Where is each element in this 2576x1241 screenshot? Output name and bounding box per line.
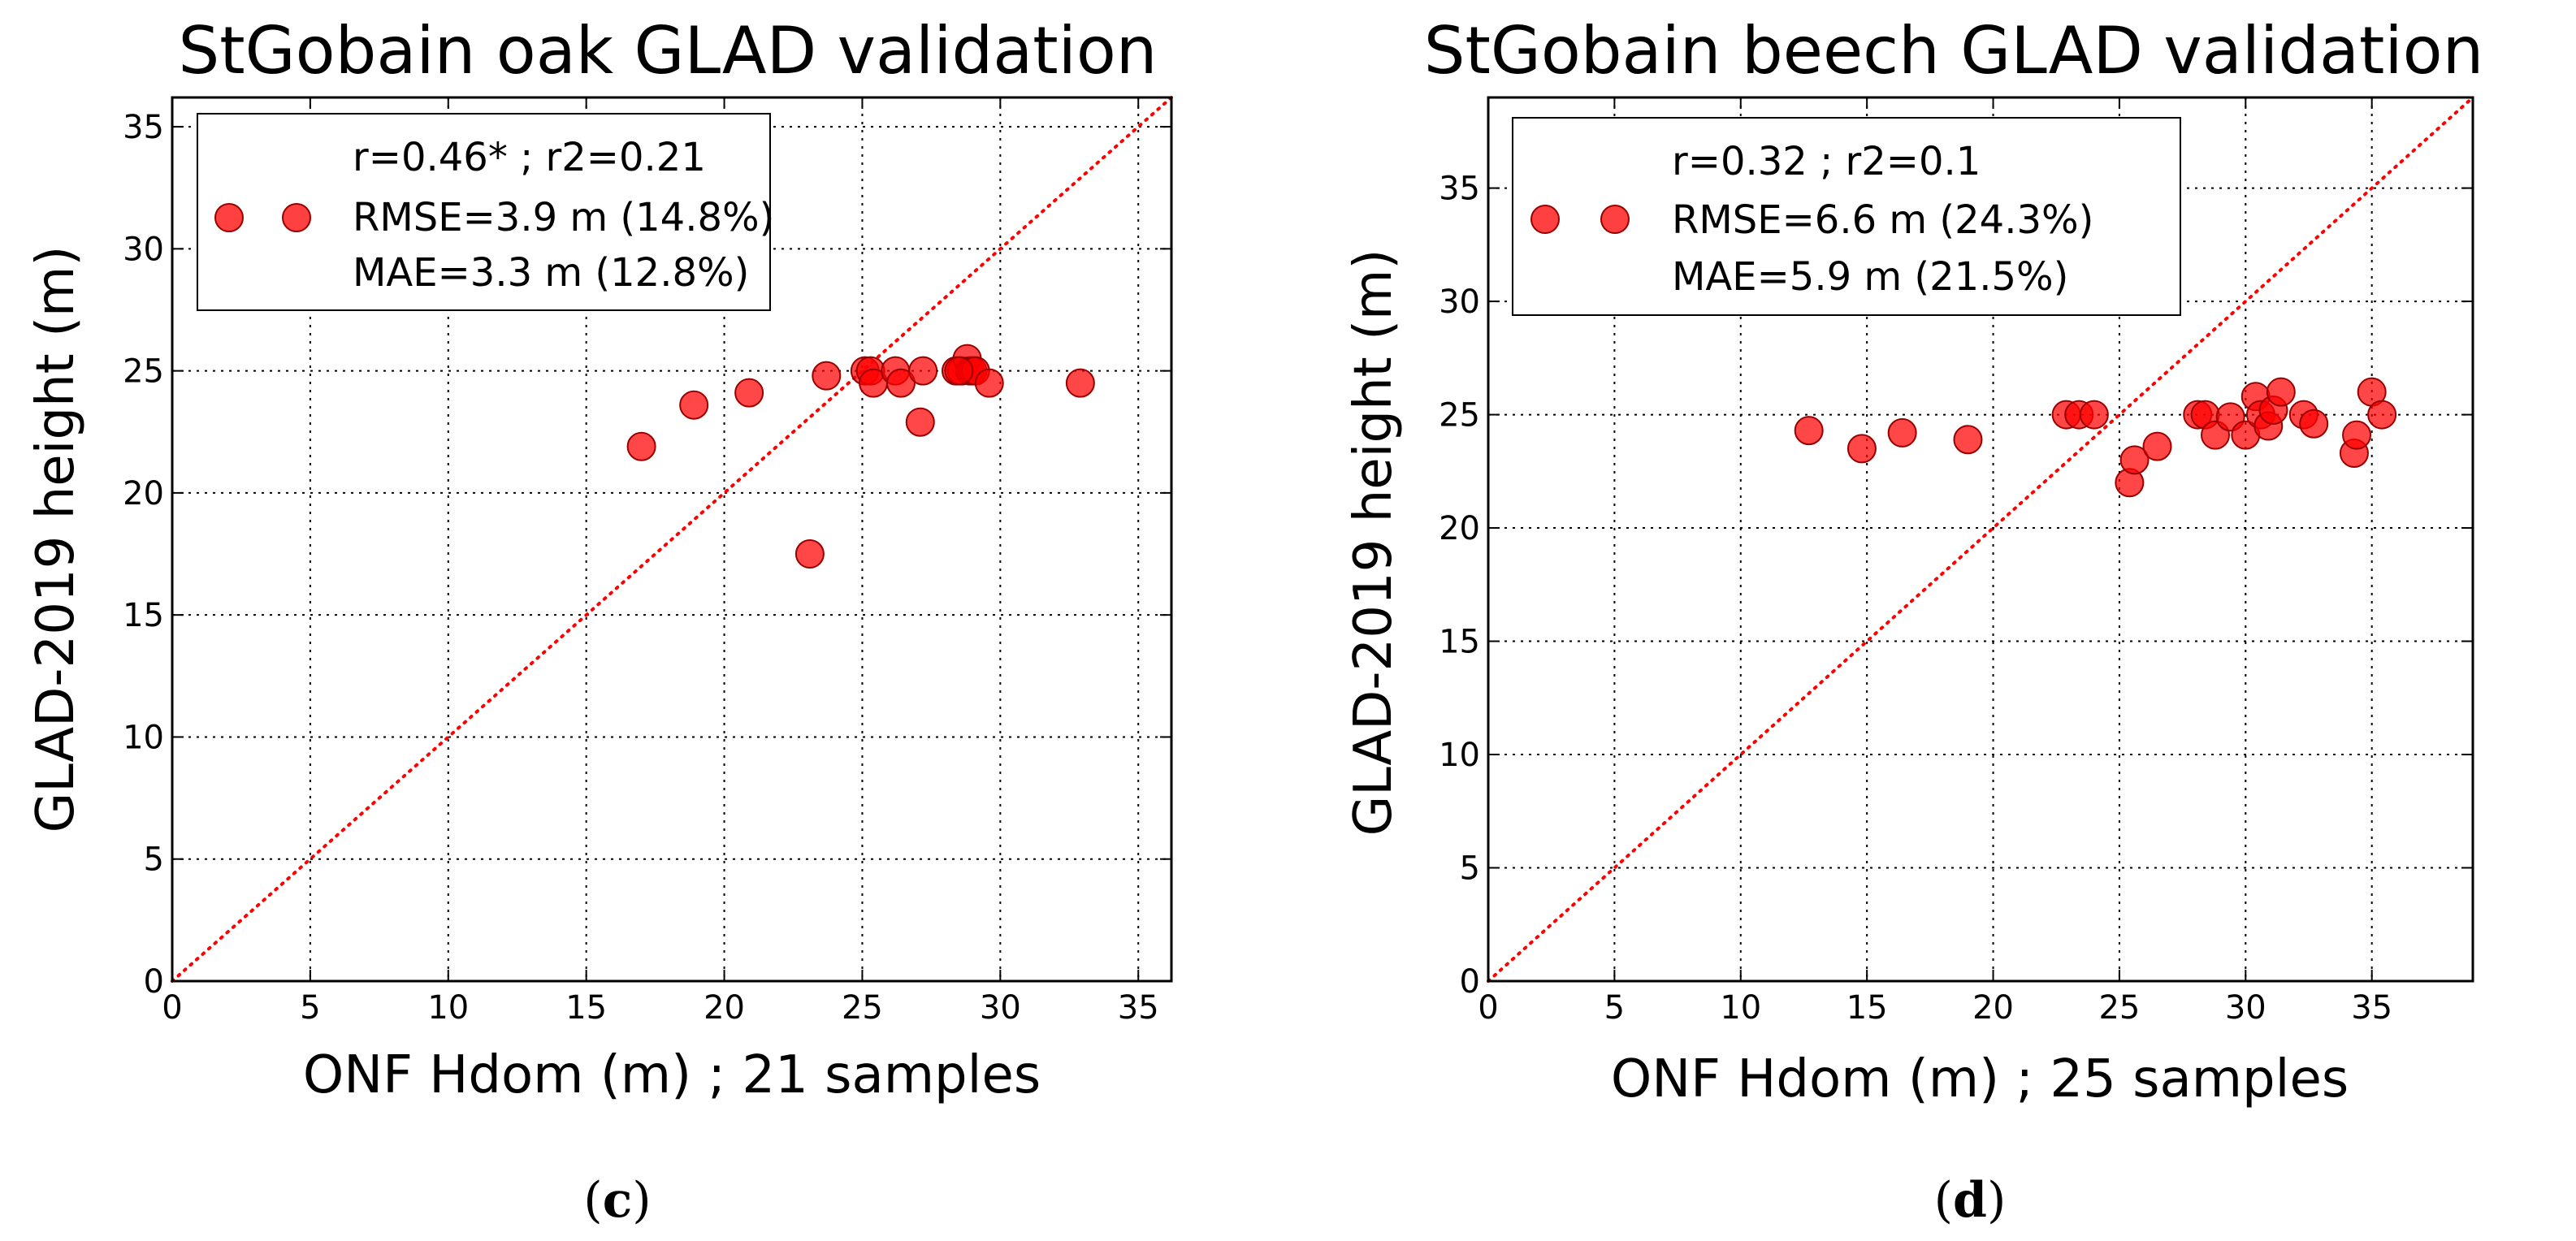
y-tick-label: 0 xyxy=(144,963,164,1001)
y-tick-label: 15 xyxy=(123,597,164,634)
data-point xyxy=(2079,400,2109,430)
x-tick-label: 0 xyxy=(1478,989,1498,1027)
y-tick-label: 5 xyxy=(144,841,164,879)
data-point xyxy=(908,356,938,386)
y-tick-label: 10 xyxy=(123,719,164,756)
data-points xyxy=(626,344,1095,569)
data-point xyxy=(1846,434,1877,464)
y-tick-label: 15 xyxy=(1439,624,1480,661)
data-point xyxy=(2299,409,2329,439)
data-point xyxy=(2342,420,2372,450)
legend-marker xyxy=(1530,205,1560,234)
data-point xyxy=(1887,417,1917,448)
y-tick-label: 10 xyxy=(1439,737,1480,774)
x-axis-label: ONF Hdom (m) ; 25 samples xyxy=(1611,1049,2349,1109)
panel-label: (c) xyxy=(583,1172,651,1229)
y-tick-label: 0 xyxy=(1460,963,1480,1001)
y-tick-label: 5 xyxy=(1460,850,1480,888)
legend-line-mae: MAE=3.3 m (12.8%) xyxy=(353,250,749,296)
y-tick-label: 30 xyxy=(123,231,164,268)
one-to-one-line xyxy=(1487,96,2474,983)
legend-line-mae: MAE=5.9 m (21.5%) xyxy=(1672,254,2068,300)
x-tick-label: 35 xyxy=(2351,989,2392,1027)
legend: r=0.32 ; r2=0.1 RMSE=6.6 m (24.3%) MAE=5… xyxy=(1512,117,2181,316)
chart-title: StGobain beech GLAD validation xyxy=(1424,13,2484,89)
x-tick-label: 35 xyxy=(1118,989,1159,1027)
y-tick-label: 20 xyxy=(123,475,164,512)
legend-line-correlation: r=0.46* ; r2=0.21 xyxy=(353,135,706,180)
y-axis-ticks: 0 5 10 15 20 25 30 35 xyxy=(1439,171,2473,1001)
x-tick-label: 25 xyxy=(842,989,883,1027)
y-axis-label: GLAD-2019 height (m) xyxy=(26,246,86,833)
data-point xyxy=(679,390,709,420)
x-tick-label: 0 xyxy=(162,989,182,1027)
y-tick-label: 35 xyxy=(1439,171,1480,208)
data-point xyxy=(626,431,656,461)
one-to-one-line xyxy=(171,96,1173,983)
x-tick-label: 20 xyxy=(704,989,745,1027)
x-tick-label: 30 xyxy=(980,989,1021,1027)
x-tick-label: 30 xyxy=(2225,989,2266,1027)
data-point xyxy=(974,368,1004,398)
x-tick-label: 15 xyxy=(565,989,607,1027)
legend: r=0.46* ; r2=0.21 RMSE=3.9 m (14.8%) MAE… xyxy=(197,113,774,311)
chart-panel-d: StGobain beech GLAD validation 0 5 10 15 20 2… xyxy=(1344,13,2483,1229)
data-point xyxy=(905,407,935,437)
data-point xyxy=(734,378,764,408)
y-tick-label: 35 xyxy=(123,109,164,146)
legend-marker xyxy=(1600,205,1630,234)
chart-panel-c: StGobain oak GLAD validation 0 5 10 15 20 25 3… xyxy=(26,13,1173,1229)
data-point xyxy=(2119,445,2150,475)
x-tick-label: 25 xyxy=(2098,989,2140,1027)
y-axis-ticks: 0 5 10 15 20 25 30 35 xyxy=(123,109,1171,1001)
data-point xyxy=(2142,431,2172,461)
x-tick-label: 10 xyxy=(1720,989,1761,1027)
x-tick-label: 10 xyxy=(427,989,469,1027)
x-axis-ticks: 0 5 10 15 20 25 30 35 xyxy=(1478,97,2392,1027)
legend-line-correlation: r=0.32 ; r2=0.1 xyxy=(1672,139,1981,184)
legend-marker xyxy=(282,203,311,232)
data-point xyxy=(1953,425,1983,455)
x-tick-label: 20 xyxy=(1972,989,2014,1027)
data-point xyxy=(1794,416,1824,446)
data-point xyxy=(1065,368,1095,398)
plot-frame xyxy=(171,96,1173,983)
data-points xyxy=(1794,377,2397,498)
data-point xyxy=(944,356,974,386)
legend-marker xyxy=(214,203,244,232)
y-tick-label: 25 xyxy=(123,353,164,391)
data-point xyxy=(794,539,825,569)
x-tick-label: 15 xyxy=(1846,989,1888,1027)
plot-frame xyxy=(1487,96,2474,983)
y-tick-label: 20 xyxy=(1439,510,1480,547)
data-point xyxy=(2266,377,2296,407)
x-tick-label: 5 xyxy=(1604,989,1625,1027)
x-axis-label: ONF Hdom (m) ; 21 samples xyxy=(303,1045,1041,1105)
data-point xyxy=(812,361,842,391)
data-point xyxy=(2367,400,2397,430)
y-axis-label: GLAD-2019 height (m) xyxy=(1344,249,1404,837)
x-tick-label: 5 xyxy=(300,989,320,1027)
legend-line-rmse: RMSE=3.9 m (14.8%) xyxy=(353,195,774,240)
x-axis-ticks: 0 5 10 15 20 25 30 35 xyxy=(162,97,1159,1027)
y-tick-label: 25 xyxy=(1439,397,1480,435)
data-point xyxy=(886,368,916,398)
panel-label: (d) xyxy=(1934,1172,2007,1229)
y-tick-label: 30 xyxy=(1439,283,1480,321)
chart-title: StGobain oak GLAD validation xyxy=(179,13,1158,89)
legend-line-rmse: RMSE=6.6 m (24.3%) xyxy=(1672,197,2093,243)
